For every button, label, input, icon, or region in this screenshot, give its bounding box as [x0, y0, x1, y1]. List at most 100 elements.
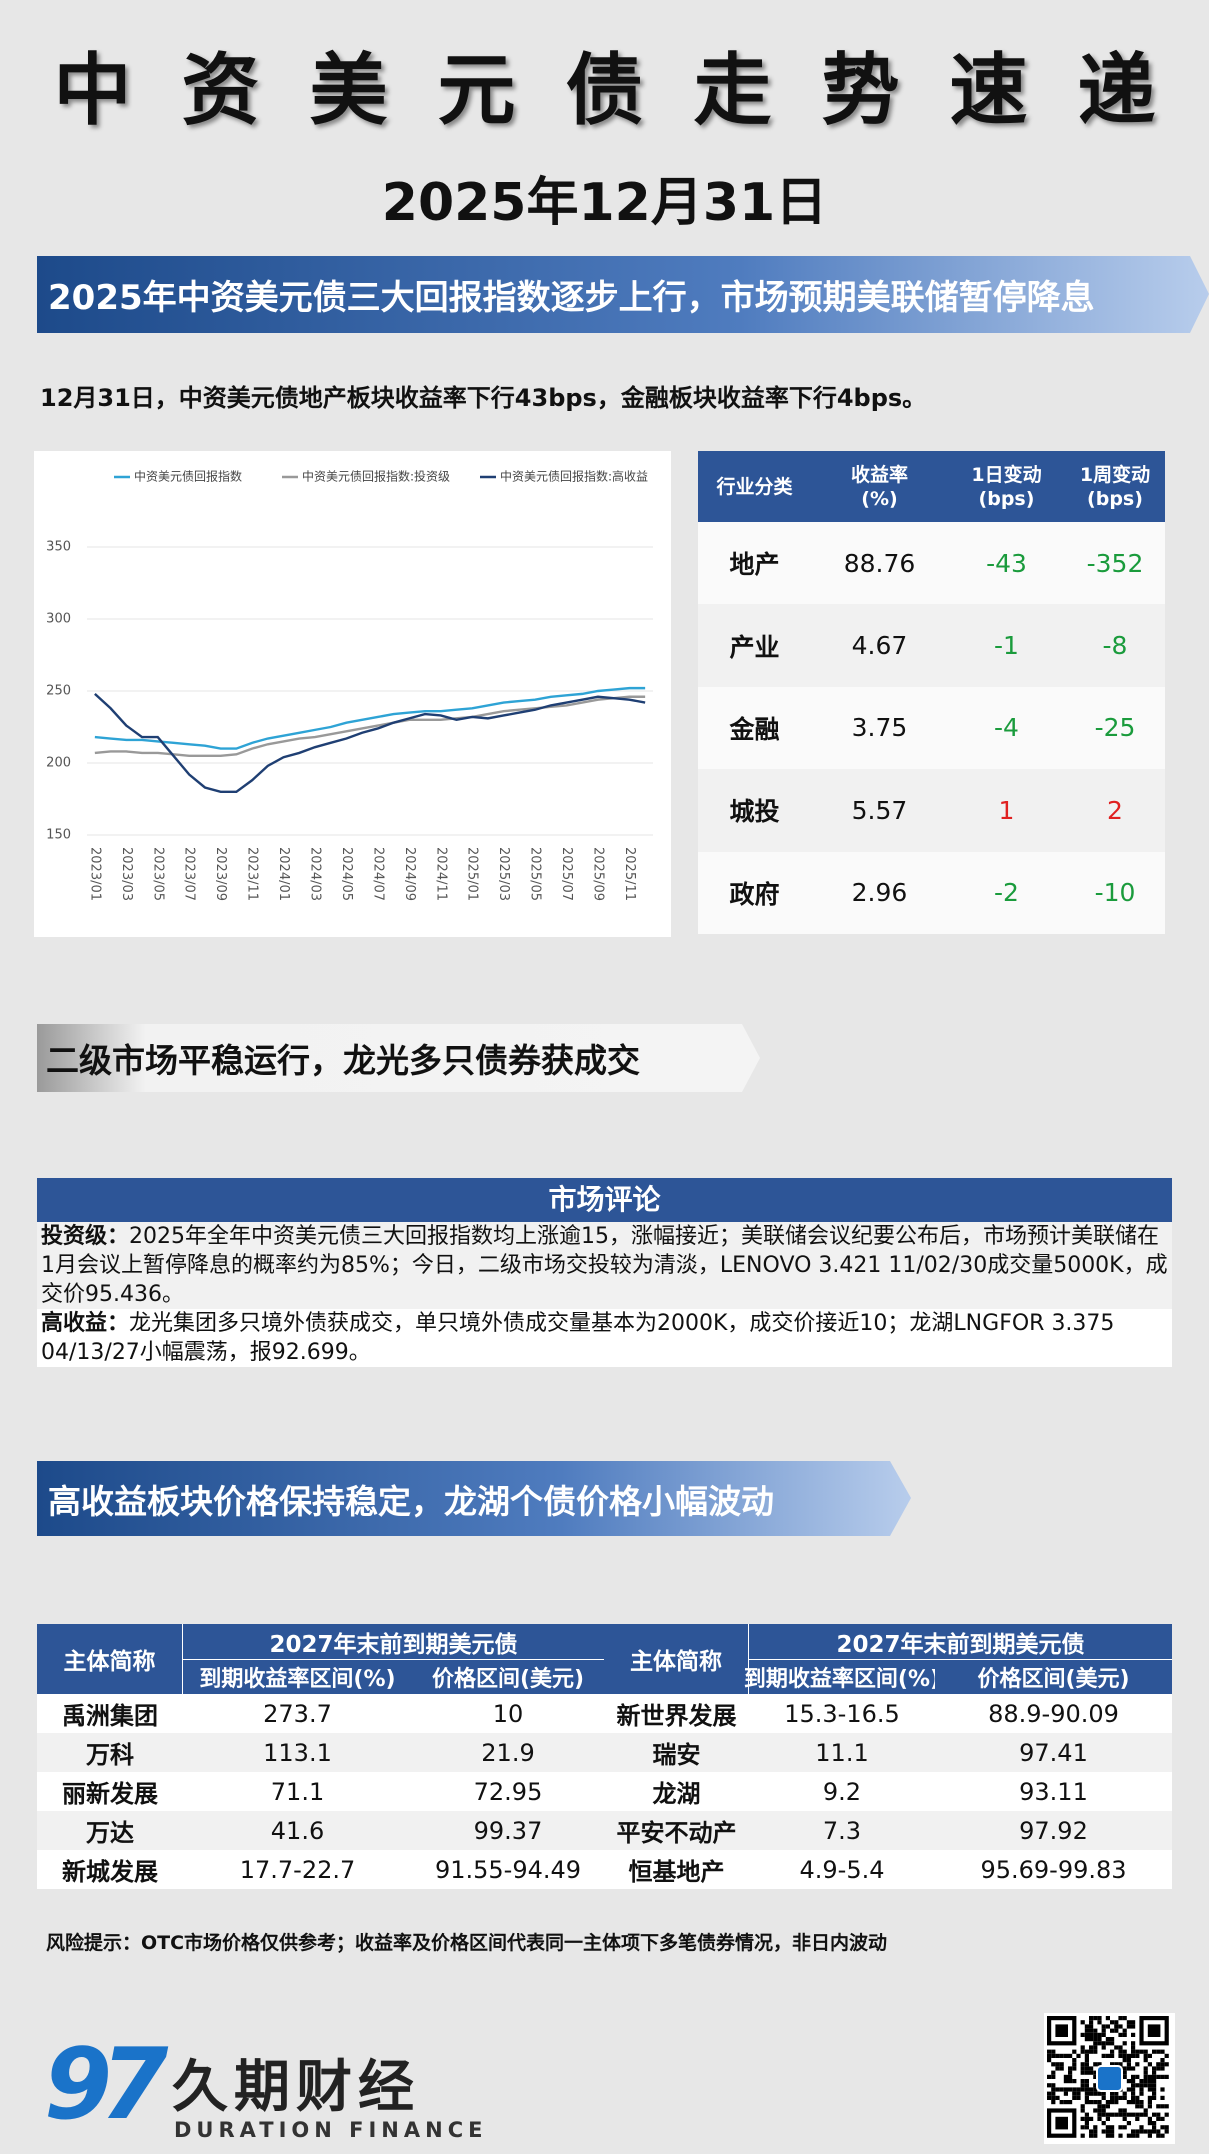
qr-module [1076, 2087, 1081, 2092]
qr-module [1110, 2125, 1115, 2130]
report-date: 2025年12月31日 [381, 173, 828, 233]
qr-module [1135, 2095, 1140, 2100]
table-cell: 97.41 [935, 1733, 1172, 1772]
table-cell: 113.1 [183, 1733, 412, 1772]
qr-module [1131, 2129, 1136, 2134]
qr-module [1080, 2079, 1085, 2084]
table-cell: 禹洲集团 [37, 1694, 183, 1733]
qr-module [1089, 2091, 1094, 2096]
qr-module [1105, 2133, 1110, 2138]
table-cell: 21.9 [412, 1733, 604, 1772]
table-cell: -25 [1065, 686, 1165, 770]
qr-module [1160, 2104, 1165, 2109]
qr-module [1156, 2112, 1161, 2117]
qr-finder [1055, 2024, 1068, 2037]
qr-module [1143, 2074, 1148, 2079]
table-cell: 97.92 [935, 1811, 1172, 1850]
x-tick-label: 2024/09 [402, 847, 417, 901]
qr-module [1084, 2053, 1089, 2058]
qr-module [1055, 2066, 1060, 2071]
x-tick-label: 2023/01 [87, 847, 102, 901]
table-cell: -10 [1065, 851, 1165, 934]
qr-module [1135, 2133, 1140, 2138]
qr-module [1101, 2095, 1106, 2100]
qr-module [1122, 2112, 1127, 2117]
qr-module [1084, 2062, 1089, 2067]
x-tick-label: 2025/07 [559, 847, 574, 901]
qr-module [1059, 2053, 1064, 2058]
qr-module [1093, 2032, 1098, 2037]
qr-module [1118, 2095, 1123, 2100]
qr-module [1122, 2041, 1127, 2046]
chart: 150 200 250 300 350 2023/01 2023/03 2023/05 2023… [34, 451, 671, 937]
x-tick-label: 2025/09 [590, 847, 605, 901]
qr-module [1122, 2091, 1127, 2096]
qr-module [1160, 2133, 1165, 2138]
risk-note: 风险提示：OTC市场价格仅供参考；收益率及价格区间代表同一主体项下多笔债券情况，… [46, 1932, 888, 1954]
qr-module [1152, 2112, 1157, 2117]
qr-module [1126, 2121, 1131, 2126]
qr-module [1051, 2053, 1056, 2058]
qr-module [1089, 2070, 1094, 2075]
qr-module [1164, 2053, 1169, 2058]
qr-module [1084, 2125, 1089, 2130]
table-cell: 93.11 [935, 1772, 1172, 1811]
qr-module [1135, 2083, 1140, 2088]
qr-module [1131, 2100, 1136, 2105]
qr-module [1147, 2100, 1152, 2105]
table-cell: 95.69-99.83 [935, 1850, 1172, 1889]
qr-module [1156, 2129, 1161, 2134]
qr-module [1164, 2112, 1169, 2117]
x-tick-label: 2023/03 [119, 847, 134, 901]
qr-module [1110, 2037, 1115, 2042]
qr-module [1068, 2066, 1073, 2071]
y-tick-label: 200 [46, 756, 71, 771]
qr-module [1156, 2133, 1161, 2138]
qr-module [1110, 2112, 1115, 2117]
qr-module [1152, 2125, 1157, 2130]
qr-module [1156, 2066, 1161, 2071]
qr-module [1063, 2087, 1068, 2092]
table-header: 收益率 (%) [811, 451, 948, 522]
table-cell: -4 [948, 686, 1065, 770]
table-cell: 产业 [698, 604, 811, 687]
qr-module [1101, 2129, 1106, 2134]
qr-module [1122, 2074, 1127, 2079]
table-cell: 新城发展 [37, 1850, 183, 1889]
qr-module [1084, 2032, 1089, 2037]
qr-module [1126, 2058, 1131, 2063]
qr-module [1105, 2125, 1110, 2130]
qr-module [1126, 2087, 1131, 2092]
qr-module [1076, 2053, 1081, 2058]
qr-module [1105, 2053, 1110, 2058]
qr-module [1143, 2049, 1148, 2054]
page-title: 中资美元债走势速递 [53, 46, 1206, 136]
qr-module [1114, 2062, 1119, 2067]
qr-module [1114, 2045, 1119, 2050]
table-cell: -1 [948, 604, 1065, 687]
qr-module [1093, 2016, 1098, 2021]
qr-module [1114, 2100, 1119, 2105]
qr-module [1097, 2100, 1102, 2105]
qr-module [1105, 2116, 1110, 2121]
table-cell: 17.7-22.7 [183, 1850, 412, 1889]
qr-module [1068, 2087, 1073, 2092]
header-line: (bps) [1087, 487, 1143, 510]
qr-module [1084, 2037, 1089, 2042]
qr-module [1126, 2062, 1131, 2067]
qr-module [1126, 2100, 1131, 2105]
qr-module [1093, 2062, 1098, 2067]
qr-module [1139, 2083, 1144, 2088]
table-cell: 地产 [698, 522, 811, 605]
qr-module [1084, 2095, 1089, 2100]
qr-module [1080, 2104, 1085, 2109]
qr-module [1084, 2079, 1089, 2084]
table-cell: 11.1 [749, 1733, 935, 1772]
qr-module [1084, 2028, 1089, 2033]
qr-module [1131, 2095, 1136, 2100]
qr-module [1147, 2095, 1152, 2100]
qr-module [1101, 2028, 1106, 2033]
qr-module [1093, 2083, 1098, 2088]
table-cell: 7.3 [749, 1811, 935, 1850]
qr-module [1080, 2108, 1085, 2113]
